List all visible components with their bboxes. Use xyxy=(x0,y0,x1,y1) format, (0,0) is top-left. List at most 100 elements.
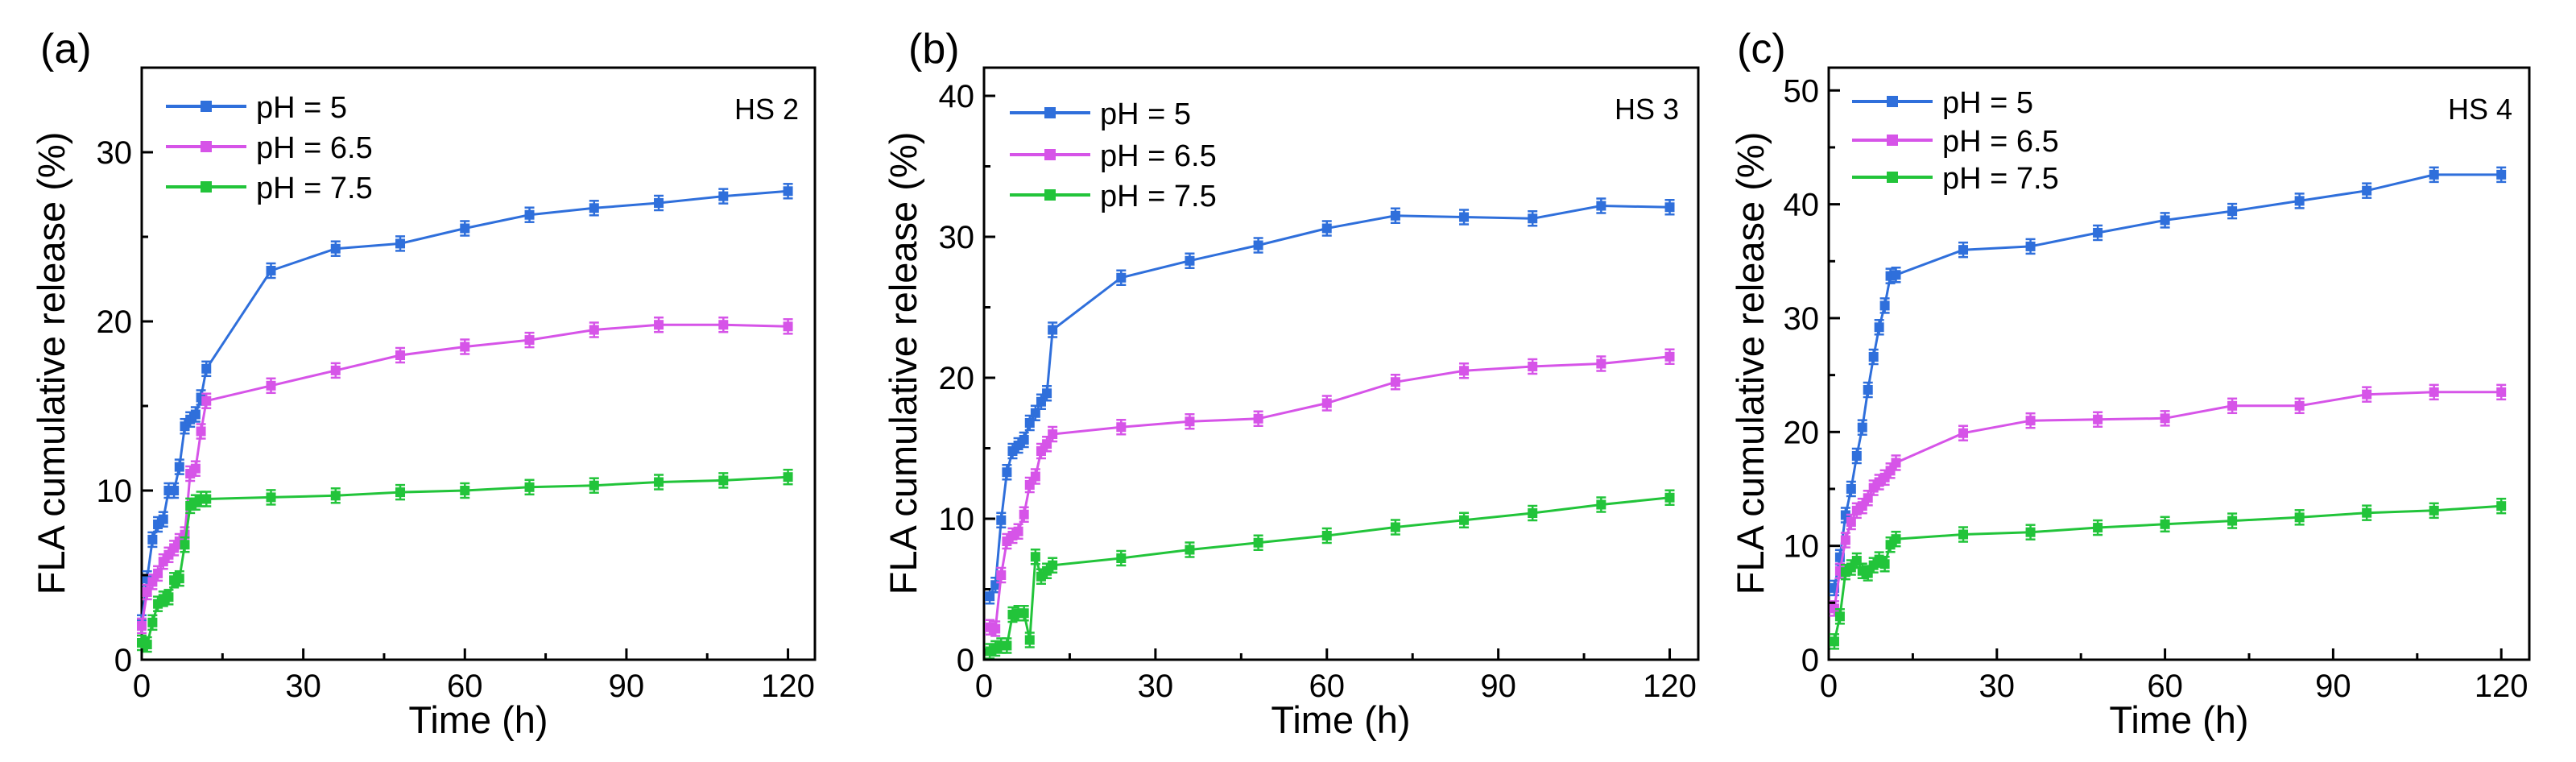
y-axis-label: FLA cumulative release (%) xyxy=(882,132,924,595)
data-point xyxy=(1030,552,1040,562)
data-point xyxy=(1048,429,1058,439)
data-point xyxy=(330,491,341,501)
data-point xyxy=(524,335,535,346)
data-point xyxy=(190,409,201,420)
panel-c: (c) 0 30 60 90 120 0 10 20 30 40 50 HS 4 pH = 5 pH… xyxy=(1729,26,2531,741)
axis-ticks: 0 30 60 90 120 0 10 20 30 40 xyxy=(939,79,1697,704)
data-point xyxy=(1390,210,1400,221)
x-tick-label: 60 xyxy=(1309,669,1346,704)
data-point xyxy=(654,198,664,208)
series-line-ph5 xyxy=(140,189,788,623)
data-point xyxy=(589,480,599,491)
data-point xyxy=(1459,212,1470,222)
data-point xyxy=(589,203,599,213)
data-point xyxy=(1857,501,1867,511)
legend-marker-ph65 xyxy=(1887,135,1898,146)
data-point xyxy=(1874,322,1884,333)
data-point xyxy=(1116,553,1127,563)
plot-frame xyxy=(1827,66,2531,661)
data-point xyxy=(1024,635,1035,645)
legend-marker-ph75 xyxy=(1887,172,1898,183)
panel-a: (a) 0 30 60 90 120 0 10 20 30 HS 2 pH = 5 pH = 6… xyxy=(30,26,817,741)
data-point xyxy=(718,320,729,330)
y-tick-label: 30 xyxy=(97,135,133,171)
y-tick-label: 30 xyxy=(1784,301,1820,337)
data-point xyxy=(783,186,793,197)
legend-label-ph75: pH = 7.5 xyxy=(256,172,373,205)
data-point xyxy=(395,238,406,249)
x-tick-label: 0 xyxy=(975,669,993,704)
data-point xyxy=(1019,509,1029,520)
x-tick-label: 90 xyxy=(1480,669,1516,704)
data-point xyxy=(2160,413,2170,424)
data-point xyxy=(1958,428,1969,438)
data-point xyxy=(2025,241,2036,251)
data-point xyxy=(460,223,470,234)
y-tick-label: 30 xyxy=(939,220,975,255)
legend-marker-ph65 xyxy=(201,141,212,152)
data-point xyxy=(1879,559,1890,569)
x-tick-label: 90 xyxy=(609,669,645,704)
data-point xyxy=(1036,396,1046,407)
data-point xyxy=(1879,300,1890,311)
data-marks xyxy=(985,197,1675,660)
legend-marker-ph75 xyxy=(1044,189,1056,201)
plot-frame xyxy=(982,66,1700,661)
data-point xyxy=(201,494,212,504)
data-point xyxy=(2093,227,2103,238)
data-point xyxy=(2362,507,2372,518)
data-point xyxy=(783,321,793,332)
data-point xyxy=(1528,362,1538,371)
sample-label: HS 4 xyxy=(2448,93,2512,126)
data-point xyxy=(330,365,341,375)
data-point xyxy=(2294,512,2305,523)
y-tick-label: 40 xyxy=(939,79,975,114)
y-tick-label: 50 xyxy=(1784,73,1820,109)
data-point xyxy=(1321,531,1332,540)
data-point xyxy=(985,591,995,602)
series-line-ph75 xyxy=(989,496,1670,652)
data-point xyxy=(524,209,535,220)
y-tick-label: 20 xyxy=(939,361,975,396)
data-point xyxy=(1664,202,1675,213)
data-point xyxy=(2093,414,2103,424)
data-point xyxy=(990,623,1001,634)
data-point xyxy=(174,462,184,472)
x-axis-label: Time (h) xyxy=(2109,698,2248,741)
y-axis-label: FLA cumulative release (%) xyxy=(30,132,72,595)
x-tick-label: 0 xyxy=(133,669,151,704)
x-axis-label: Time (h) xyxy=(408,698,548,741)
x-axis-label: Time (h) xyxy=(1271,698,1410,741)
data-point xyxy=(1846,516,1856,527)
legend-label-ph75: pH = 7.5 xyxy=(1942,162,2059,196)
data-point xyxy=(1048,560,1058,570)
data-point xyxy=(2496,387,2507,397)
legend-label-ph75: pH = 7.5 xyxy=(1100,180,1217,213)
data-point xyxy=(1185,416,1195,427)
legend-marker-ph65 xyxy=(1044,149,1056,160)
data-point xyxy=(996,515,1007,525)
data-point xyxy=(1958,245,1969,255)
y-tick-label: 10 xyxy=(1784,529,1820,565)
data-point xyxy=(1253,413,1263,424)
data-point xyxy=(783,472,793,482)
data-point xyxy=(1596,201,1606,211)
data-point xyxy=(2160,215,2170,226)
data-point xyxy=(1851,450,1862,461)
data-point xyxy=(190,463,201,474)
y-tick-label: 0 xyxy=(114,643,132,678)
data-point xyxy=(2362,185,2372,196)
data-point xyxy=(1664,351,1675,362)
data-point xyxy=(266,380,276,391)
series-line-ph65 xyxy=(1833,391,2502,609)
data-point xyxy=(2227,516,2238,526)
data-point xyxy=(996,570,1007,580)
data-point xyxy=(1390,377,1400,387)
data-point xyxy=(1958,529,1969,540)
data-point xyxy=(137,621,147,631)
data-point xyxy=(1002,640,1012,651)
data-point xyxy=(1459,366,1470,376)
data-point xyxy=(330,243,341,254)
data-point xyxy=(2025,416,2036,426)
